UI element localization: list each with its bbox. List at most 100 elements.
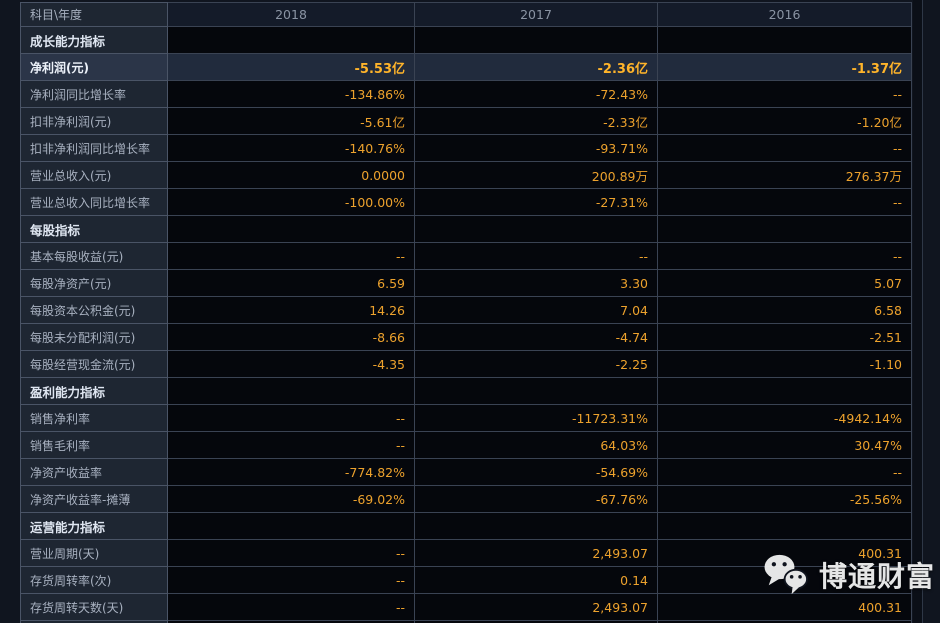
table-row[interactable]: 存货周转天数(天) -- 2,493.07 400.31 [20, 594, 912, 621]
table-row[interactable]: 净资产收益率 -774.82% -54.69% -- [20, 459, 912, 486]
value-cell-2018: -- [168, 432, 415, 459]
value-cell-2016: -1.10 [658, 351, 912, 378]
value-cell-2018 [168, 378, 415, 405]
table-row[interactable]: 存货周转率(次) -- 0.14 [20, 567, 912, 594]
row-label: 扣非净利润同比增长率 [20, 135, 168, 162]
table-row[interactable]: 净利润同比增长率 -134.86% -72.43% -- [20, 81, 912, 108]
value-cell-2017: 2,493.07 [415, 540, 658, 567]
value-cell-2016: 5.07 [658, 270, 912, 297]
value-cell-2017: -2.25 [415, 351, 658, 378]
value-cell-2017 [415, 378, 658, 405]
value-cell-2018: -- [168, 540, 415, 567]
row-label: 运营能力指标 [20, 513, 168, 540]
table-row[interactable]: 营业周期(天) -- 2,493.07 400.31 [20, 540, 912, 567]
value-cell-2017: -54.69% [415, 459, 658, 486]
value-cell-2017: 0.14 [415, 567, 658, 594]
value-cell-2016 [658, 513, 912, 540]
value-cell-2016: -- [658, 459, 912, 486]
value-cell-2016: 30.47% [658, 432, 912, 459]
value-cell-2018: -5.53亿 [168, 54, 415, 81]
value-cell-2017: -11723.31% [415, 405, 658, 432]
value-cell-2016: -- [658, 81, 912, 108]
value-cell-2018: -- [168, 594, 415, 621]
value-cell-2017: -2.36亿 [415, 54, 658, 81]
row-label: 净利润(元) [20, 54, 168, 81]
value-cell-2017 [415, 216, 658, 243]
table-row[interactable]: 基本每股收益(元) -- -- -- [20, 243, 912, 270]
row-label: 净资产收益率 [20, 459, 168, 486]
row-label: 每股资本公积金(元) [20, 297, 168, 324]
value-cell-2018 [168, 513, 415, 540]
row-label: 基本每股收益(元) [20, 243, 168, 270]
row-label: 净利润同比增长率 [20, 81, 168, 108]
row-label: 每股净资产(元) [20, 270, 168, 297]
row-label: 存货周转天数(天) [20, 594, 168, 621]
row-label: 每股经营现金流(元) [20, 351, 168, 378]
value-cell-2016: 6.58 [658, 297, 912, 324]
row-label: 扣非净利润(元) [20, 108, 168, 135]
scrollbar-track[interactable] [913, 0, 922, 623]
value-cell-2016 [658, 216, 912, 243]
section-header-row[interactable]: 运营能力指标 [20, 513, 912, 540]
table-row[interactable]: 净资产收益率-摊薄 -69.02% -67.76% -25.56% [20, 486, 912, 513]
table-row[interactable]: 每股未分配利润(元) -8.66 -4.74 -2.51 [20, 324, 912, 351]
value-cell-2016: -1.20亿 [658, 108, 912, 135]
value-cell [168, 621, 415, 623]
value-cell-2017: -72.43% [415, 81, 658, 108]
value-cell-2018: 0.0000 [168, 162, 415, 189]
row-label: 营业总收入(元) [20, 162, 168, 189]
value-cell-2016: -- [658, 135, 912, 162]
value-cell-2018: -5.61亿 [168, 108, 415, 135]
year-header-2016[interactable]: 2016 [658, 2, 912, 27]
row-label: 销售净利率 [20, 405, 168, 432]
row-label: 销售毛利率 [20, 432, 168, 459]
value-cell-2016 [658, 378, 912, 405]
value-cell-2018: -4.35 [168, 351, 415, 378]
section-header-row[interactable]: 盈利能力指标 [20, 378, 912, 405]
value-cell-2017: 7.04 [415, 297, 658, 324]
value-cell-2016: -25.56% [658, 486, 912, 513]
table-row[interactable]: 营业总收入(元) 0.0000 200.89万 276.37万 [20, 162, 912, 189]
scrollbar-edge [922, 0, 923, 623]
table-row[interactable]: 净利润(元) -5.53亿 -2.36亿 -1.37亿 [20, 54, 912, 81]
table-row[interactable]: 扣非净利润同比增长率 -140.76% -93.71% -- [20, 135, 912, 162]
value-cell-2017: -67.76% [415, 486, 658, 513]
section-header-row[interactable]: 成长能力指标 [20, 27, 912, 54]
value-cell-2016: 400.31 [658, 540, 912, 567]
value-cell-2017: -2.33亿 [415, 108, 658, 135]
row-label: 每股指标 [20, 216, 168, 243]
financial-indicators-table: 科目\年度 2018 2017 2016 成长能力指标 净利润(元) -5.53亿 -2.36… [20, 2, 912, 623]
value-cell-2017: 3.30 [415, 270, 658, 297]
value-cell-2018: 6.59 [168, 270, 415, 297]
value-cell-2016: 400.31 [658, 594, 912, 621]
year-header-2018[interactable]: 2018 [168, 2, 415, 27]
row-label: 每股未分配利润(元) [20, 324, 168, 351]
section-header-row[interactable]: 每股指标 [20, 216, 912, 243]
value-cell-2016: -- [658, 243, 912, 270]
row-label: 成长能力指标 [20, 27, 168, 54]
value-cell-2018 [168, 216, 415, 243]
value-cell-2018: -134.86% [168, 81, 415, 108]
table-row[interactable]: 营业总收入同比增长率 -100.00% -27.31% -- [20, 189, 912, 216]
table-row[interactable]: 每股资本公积金(元) 14.26 7.04 6.58 [20, 297, 912, 324]
year-header-2017[interactable]: 2017 [415, 2, 658, 27]
value-cell-2018 [168, 27, 415, 54]
table-row[interactable]: 销售毛利率 -- 64.03% 30.47% [20, 432, 912, 459]
table-row[interactable]: 扣非净利润(元) -5.61亿 -2.33亿 -1.20亿 [20, 108, 912, 135]
table-header-row: 科目\年度 2018 2017 2016 [20, 2, 912, 27]
row-label: 盈利能力指标 [20, 378, 168, 405]
subject-year-header-cell: 科目\年度 [20, 2, 168, 27]
row-label: 营业总收入同比增长率 [20, 189, 168, 216]
value-cell-2016: -- [658, 189, 912, 216]
value-cell-2018: -140.76% [168, 135, 415, 162]
table-row[interactable]: 每股净资产(元) 6.59 3.30 5.07 [20, 270, 912, 297]
table-row[interactable]: 每股经营现金流(元) -4.35 -2.25 -1.10 [20, 351, 912, 378]
value-cell [415, 621, 658, 623]
value-cell-2017 [415, 27, 658, 54]
row-label: 净资产收益率-摊薄 [20, 486, 168, 513]
partial-row [20, 621, 912, 623]
value-cell-2017: -- [415, 243, 658, 270]
value-cell-2018: 14.26 [168, 297, 415, 324]
table-row[interactable]: 销售净利率 -- -11723.31% -4942.14% [20, 405, 912, 432]
